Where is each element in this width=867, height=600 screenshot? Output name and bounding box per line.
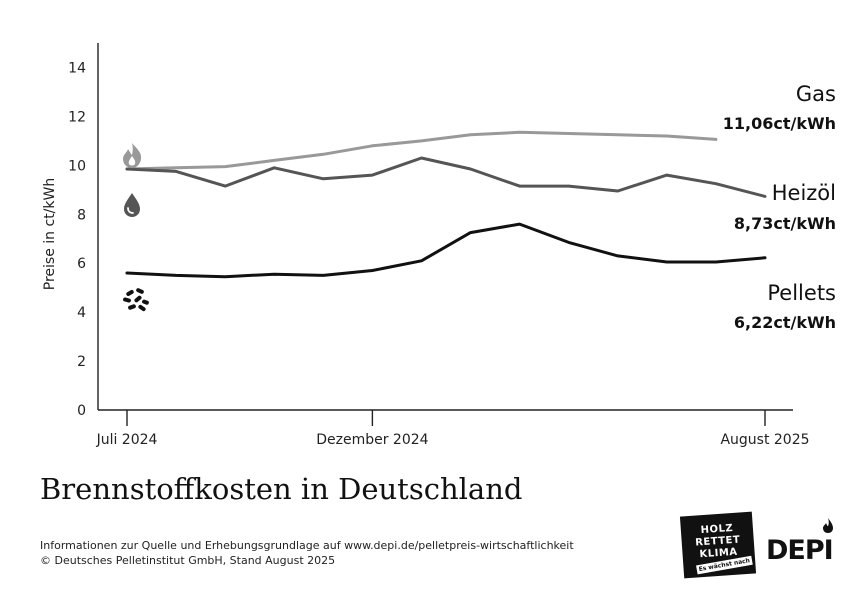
source-note: Informationen zur Quelle und Erhebungsgr… (40, 539, 574, 552)
series-labels: Gas 11,06ct/kWh Heizöl 8,73ct/kWh Pellets 6,2… (723, 82, 836, 332)
y-axis-label: Preise in ct/kWh (42, 178, 58, 290)
series-value-label: 11,06ct/kWh (723, 114, 836, 133)
flame-icon (123, 143, 142, 168)
y-tick-label: 12 (68, 109, 86, 125)
axes (97, 43, 793, 411)
y-tick-label: 0 (77, 403, 86, 419)
series-line-heizöl (125, 156, 767, 198)
x-axis-ticks: Juli 2024 Dezember 2024 August 2025 (96, 410, 810, 448)
x-tick-label: Dezember 2024 (316, 432, 428, 448)
series-name-label: Heizöl (772, 181, 836, 205)
y-tick-label: 2 (77, 354, 86, 370)
y-axis-ticks: 0 2 4 6 8 10 12 14 (68, 60, 86, 419)
depi-logo: DEPI (766, 535, 834, 566)
copyright-note: © Deutsches Pelletinstitut GmbH, Stand A… (40, 554, 336, 567)
depi-flame-icon (823, 518, 833, 533)
series-value-label: 8,73ct/kWh (734, 214, 836, 233)
y-tick-label: 8 (77, 207, 86, 223)
y-tick-label: 14 (68, 60, 86, 76)
series-line-pellets (125, 222, 767, 279)
y-tick-label: 6 (77, 256, 86, 272)
x-tick-label: August 2025 (720, 432, 809, 448)
oil-drop-icon (124, 193, 140, 217)
holz-rettet-klima-logo: HOLZ RETTET KLIMA Es wächst nach (679, 511, 757, 579)
x-tick-label: Juli 2024 (96, 432, 158, 448)
y-tick-label: 4 (77, 305, 86, 321)
series-name-label: Pellets (767, 281, 836, 305)
series-line-gas (125, 130, 718, 171)
y-tick-label: 10 (68, 158, 86, 174)
series-name-label: Gas (796, 82, 836, 106)
line-chart: 0 2 4 6 8 10 12 14 Juli 2024 Dezember 2024 August… (42, 43, 836, 448)
series-value-label: 6,22ct/kWh (734, 313, 836, 332)
pellets-icon (123, 288, 149, 312)
chart-title: Brennstoffkosten in Deutschland (40, 472, 523, 506)
series-lines (125, 130, 767, 279)
